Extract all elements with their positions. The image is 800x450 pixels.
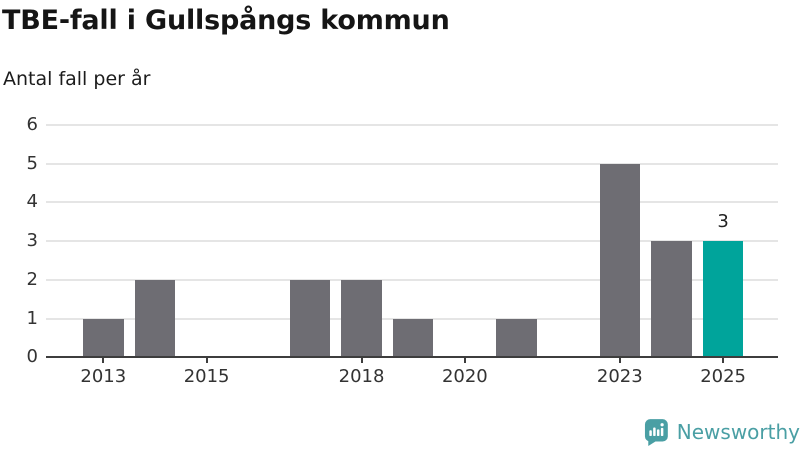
- y-tick-label: 5: [26, 152, 38, 174]
- y-tick-label: 0: [26, 346, 38, 368]
- brand-name: Newsworthy: [676, 420, 800, 444]
- chart-subtitle: Antal fall per år: [3, 68, 151, 90]
- brand-footer: Newsworthy: [644, 417, 800, 447]
- y-tick-label: 2: [26, 268, 38, 290]
- x-tick-label: 2013: [80, 366, 127, 387]
- bar: [496, 318, 537, 358]
- bar: [134, 279, 176, 358]
- x-tick-label: 2025: [700, 366, 746, 387]
- gridline: [46, 201, 778, 204]
- y-tick-label: 1: [26, 307, 38, 329]
- gridline: [46, 278, 778, 281]
- x-axis-tick: [205, 358, 208, 364]
- gridline: [46, 240, 778, 243]
- y-tick-label: 4: [26, 191, 38, 213]
- x-axis-tick: [463, 358, 466, 364]
- x-axis-tick: [360, 358, 363, 364]
- bar-highlight: [702, 241, 744, 358]
- bar: [392, 318, 434, 358]
- bar-value-label: 3: [717, 211, 729, 233]
- bar: [289, 279, 331, 358]
- x-tick-label: 2018: [338, 366, 385, 387]
- x-tick-label: 2015: [183, 366, 230, 387]
- newsworthy-logo-icon: [644, 418, 668, 446]
- gridline: [46, 162, 778, 165]
- x-axis-tick: [618, 358, 621, 364]
- bar: [83, 318, 124, 358]
- chart-title: TBE-fall i Gullspångs kommun: [2, 5, 450, 36]
- y-tick-label: 6: [26, 113, 38, 135]
- x-axis-tick: [722, 358, 725, 364]
- gridline: [46, 123, 778, 126]
- bar: [341, 279, 382, 358]
- x-tick-label: 2023: [596, 366, 643, 387]
- x-axis-line: [46, 356, 778, 359]
- x-tick-label: 2020: [441, 366, 488, 387]
- x-axis-tick: [102, 358, 105, 364]
- bar: [599, 163, 641, 358]
- bar: [651, 241, 692, 358]
- y-tick-label: 3: [26, 230, 38, 252]
